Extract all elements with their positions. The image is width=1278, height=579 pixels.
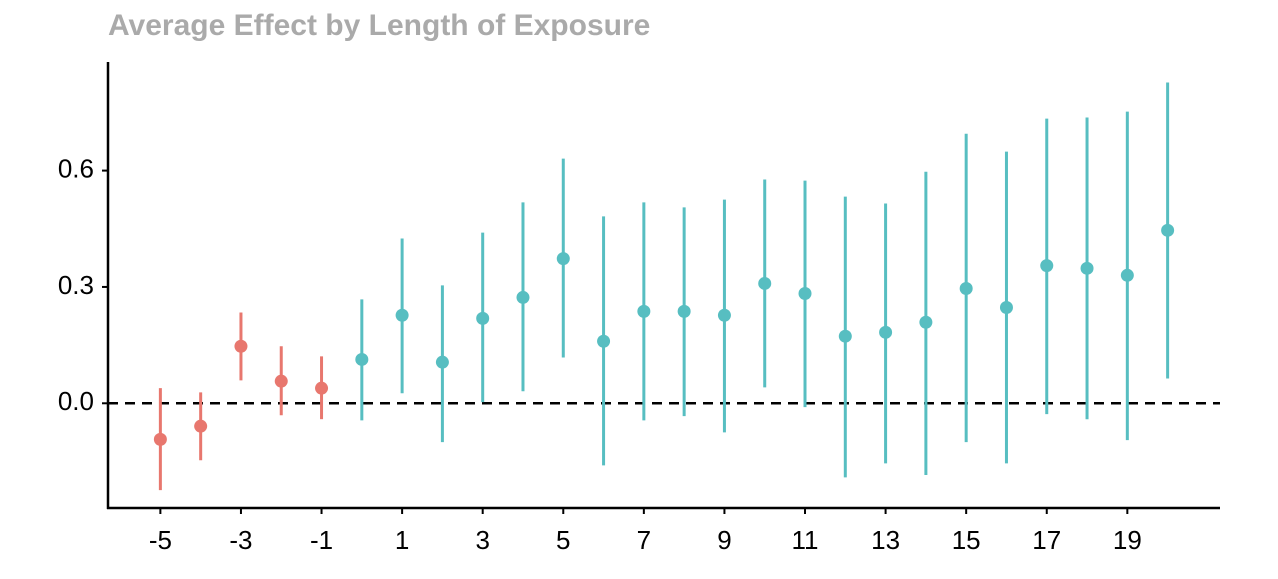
x-tick-label: -1: [310, 525, 333, 555]
y-tick-label: 0.3: [58, 270, 94, 300]
point: [758, 276, 772, 290]
y-tick-label: 0.6: [58, 153, 94, 183]
point: [597, 334, 611, 348]
point: [234, 339, 248, 353]
x-tick-label: 1: [395, 525, 409, 555]
y-tick-label: 0.0: [58, 386, 94, 416]
point: [1120, 268, 1134, 282]
x-tick-label: 13: [871, 525, 900, 555]
point: [153, 432, 167, 446]
point: [999, 300, 1013, 314]
x-tick-label: 11: [792, 525, 819, 555]
x-tick-label: 3: [475, 525, 489, 555]
point: [516, 290, 530, 304]
point: [798, 287, 812, 301]
point: [194, 419, 208, 433]
point: [637, 304, 651, 318]
x-tick-label: 19: [1113, 525, 1142, 555]
point: [879, 325, 893, 339]
point: [435, 355, 449, 369]
x-tick-label: 15: [952, 525, 981, 555]
point: [1161, 223, 1175, 237]
point: [274, 374, 288, 388]
point: [556, 252, 570, 266]
point: [476, 311, 490, 325]
x-tick-label: -5: [149, 525, 172, 555]
point: [919, 315, 933, 329]
point: [677, 304, 691, 318]
point: [1040, 259, 1054, 273]
x-tick-label: 5: [556, 525, 570, 555]
x-tick-label: -3: [229, 525, 252, 555]
point: [959, 281, 973, 295]
chart-title: Average Effect by Length of Exposure: [108, 9, 650, 42]
point: [395, 308, 409, 322]
point: [355, 352, 369, 366]
point: [838, 329, 852, 343]
point: [1080, 261, 1094, 275]
point: [315, 381, 329, 395]
x-tick-label: 17: [1032, 525, 1061, 555]
x-tick-label: 9: [717, 525, 731, 555]
point: [717, 308, 731, 322]
x-tick-label: 7: [637, 525, 651, 555]
